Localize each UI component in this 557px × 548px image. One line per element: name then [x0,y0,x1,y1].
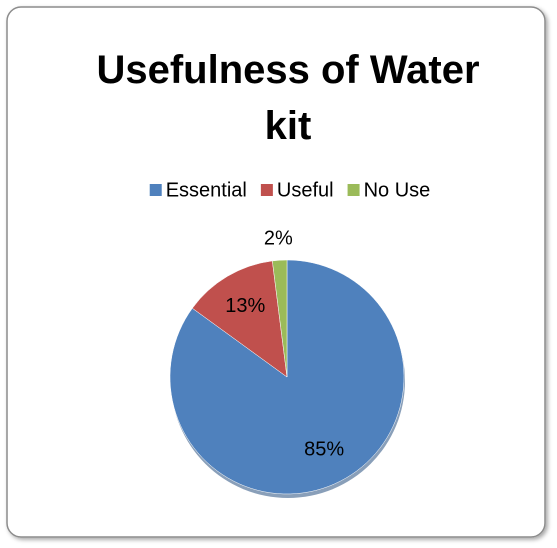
legend-label: Useful [277,179,334,201]
data-label: 13% [225,295,265,317]
legend-swatch [149,184,162,196]
pie-slice [272,259,288,378]
data-label: 85% [304,438,344,460]
chart-title: Usefulness of Water kit [96,48,480,148]
legend-swatch [260,184,273,196]
legend-label: No Use [364,179,431,201]
data-label: 2% [264,227,293,249]
legend-swatch [347,184,360,196]
legend-label: Essential [166,179,247,201]
pie-slice [191,260,288,378]
